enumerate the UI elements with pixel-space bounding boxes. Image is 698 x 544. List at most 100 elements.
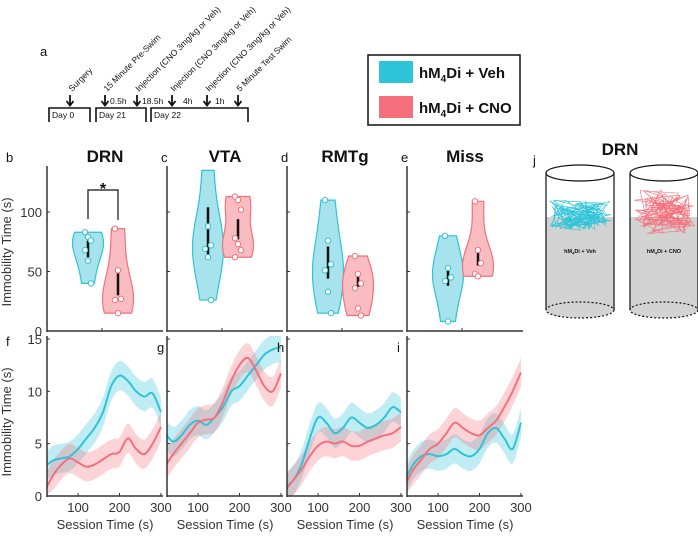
line-panel-g: g 100 200 300 Session Time (s)	[157, 336, 292, 532]
interval-label: 18.5h	[142, 96, 164, 106]
plot-area	[407, 357, 522, 494]
legend-label-veh: hM4Di + Veh	[419, 65, 505, 85]
down-arrow-icon	[202, 95, 212, 107]
data-point-veh	[207, 296, 215, 304]
data-point-veh	[441, 277, 449, 285]
panel-title: RMTg	[321, 147, 368, 166]
data-point-veh	[81, 246, 89, 254]
data-point-cno	[231, 254, 239, 261]
panel-title: VTA	[209, 147, 242, 166]
panel-label-d: d	[281, 150, 288, 165]
data-point-veh	[444, 318, 452, 325]
data-point-cno	[474, 273, 482, 280]
label-pre: hM	[647, 249, 655, 255]
x-tick-label: 300	[510, 500, 532, 515]
data-point-veh	[321, 267, 329, 274]
violin-panel-miss: e Miss	[401, 147, 523, 332]
y-tick-label: 50	[28, 265, 42, 280]
data-point-veh	[327, 261, 335, 268]
data-point-cno	[237, 206, 245, 213]
panel-label-b: b	[6, 150, 13, 165]
x-tick-label: 300	[270, 500, 292, 515]
panel-title: DRN	[87, 147, 124, 166]
data-point-cno	[114, 267, 122, 274]
mean-line-cno	[407, 372, 522, 484]
y-axis-label: Immobility Time (s)	[0, 197, 14, 306]
data-point-veh	[204, 254, 212, 261]
down-arrow-icon	[100, 95, 110, 107]
x-axis-label: Session Time (s)	[177, 517, 274, 532]
line-panel-h: h 100 200 300 Session Time (s)	[277, 336, 412, 532]
data-point-veh	[87, 237, 95, 244]
event-label: 5 Minute Test Swim	[234, 34, 293, 93]
panel-label-c: c	[161, 150, 168, 165]
x-tick-label: 100	[187, 500, 209, 515]
day-box	[95, 107, 147, 122]
x-tick-label: 200	[229, 500, 251, 515]
line-panel-i: i 100 200 300 Session Time (s)	[397, 336, 532, 532]
data-point-cno	[471, 198, 479, 205]
mean-line-veh	[47, 374, 162, 467]
error-band-veh	[47, 360, 161, 480]
significance-star: *	[100, 181, 107, 198]
x-axis-label: Session Time (s)	[57, 517, 154, 532]
down-arrow-icon	[233, 95, 243, 107]
water	[630, 217, 698, 318]
day-label: Day 0	[52, 110, 74, 120]
data-point-veh	[324, 237, 332, 244]
day-label: Day 21	[99, 110, 126, 120]
label-post: Di + CNO	[657, 249, 682, 255]
error-band-cno	[167, 343, 281, 479]
data-point-cno	[234, 196, 242, 204]
tracking-panel: j DRN hM4Di + Veh hM4Di + CNO	[532, 140, 698, 319]
data-point-veh	[321, 196, 329, 204]
y-axis-label: Immobility Time (s)	[0, 367, 14, 476]
panel-label-a: a	[40, 44, 48, 59]
x-tick-label: 300	[390, 500, 412, 515]
cylinder-bottom	[629, 301, 698, 319]
violin-panel-vta: c VTA	[161, 147, 283, 332]
y-tick-label: 0	[35, 489, 42, 504]
y-tick-label: 10	[28, 384, 42, 399]
significance-bracket	[87, 189, 119, 220]
data-point-cno	[351, 252, 359, 260]
interval-label: 4h	[183, 96, 193, 106]
cylinder-label: hM4Di + CNO	[647, 249, 682, 256]
y-tick-label: 15	[28, 332, 42, 347]
plot-area	[47, 360, 162, 495]
down-arrow-icon	[167, 95, 177, 107]
panel-title: Miss	[446, 147, 484, 166]
x-tick-label: 300	[150, 500, 172, 515]
label-post: Di + Veh	[574, 249, 596, 255]
legend-label-cno: hM4Di + CNO	[419, 100, 512, 120]
swim-trace-veh	[549, 199, 611, 231]
y-tick-label: 100	[20, 205, 42, 220]
y-tick-label: 5	[35, 437, 42, 452]
data-point-cno	[231, 234, 239, 242]
y-tick-label: 0	[35, 324, 42, 339]
interval-label: 1h	[215, 96, 225, 106]
panel-label-i: i	[397, 340, 400, 355]
cylinder-top	[629, 164, 698, 182]
mean-line-veh	[287, 405, 402, 488]
label-sub: 4	[572, 251, 575, 256]
panel-label-e: e	[401, 150, 408, 165]
day-label: Day 22	[154, 110, 181, 120]
data-point-cno	[117, 295, 125, 303]
x-tick-label: 200	[349, 500, 371, 515]
data-point-cno	[234, 240, 242, 248]
mean-line-veh	[167, 346, 282, 443]
down-arrow-icon	[132, 95, 142, 107]
data-point-veh	[207, 242, 215, 249]
x-tick-label: 100	[67, 500, 89, 515]
data-point-cno	[477, 259, 485, 267]
x-axis-label: Session Time (s)	[297, 517, 394, 532]
x-tick-label: 100	[307, 500, 329, 515]
tracking-title: DRN	[602, 140, 639, 159]
legend: hM4Di + Veh hM4Di + CNO	[367, 54, 521, 126]
mean-line-cno	[167, 356, 282, 466]
panel-label-h: h	[277, 340, 284, 355]
data-point-cno	[354, 305, 362, 312]
